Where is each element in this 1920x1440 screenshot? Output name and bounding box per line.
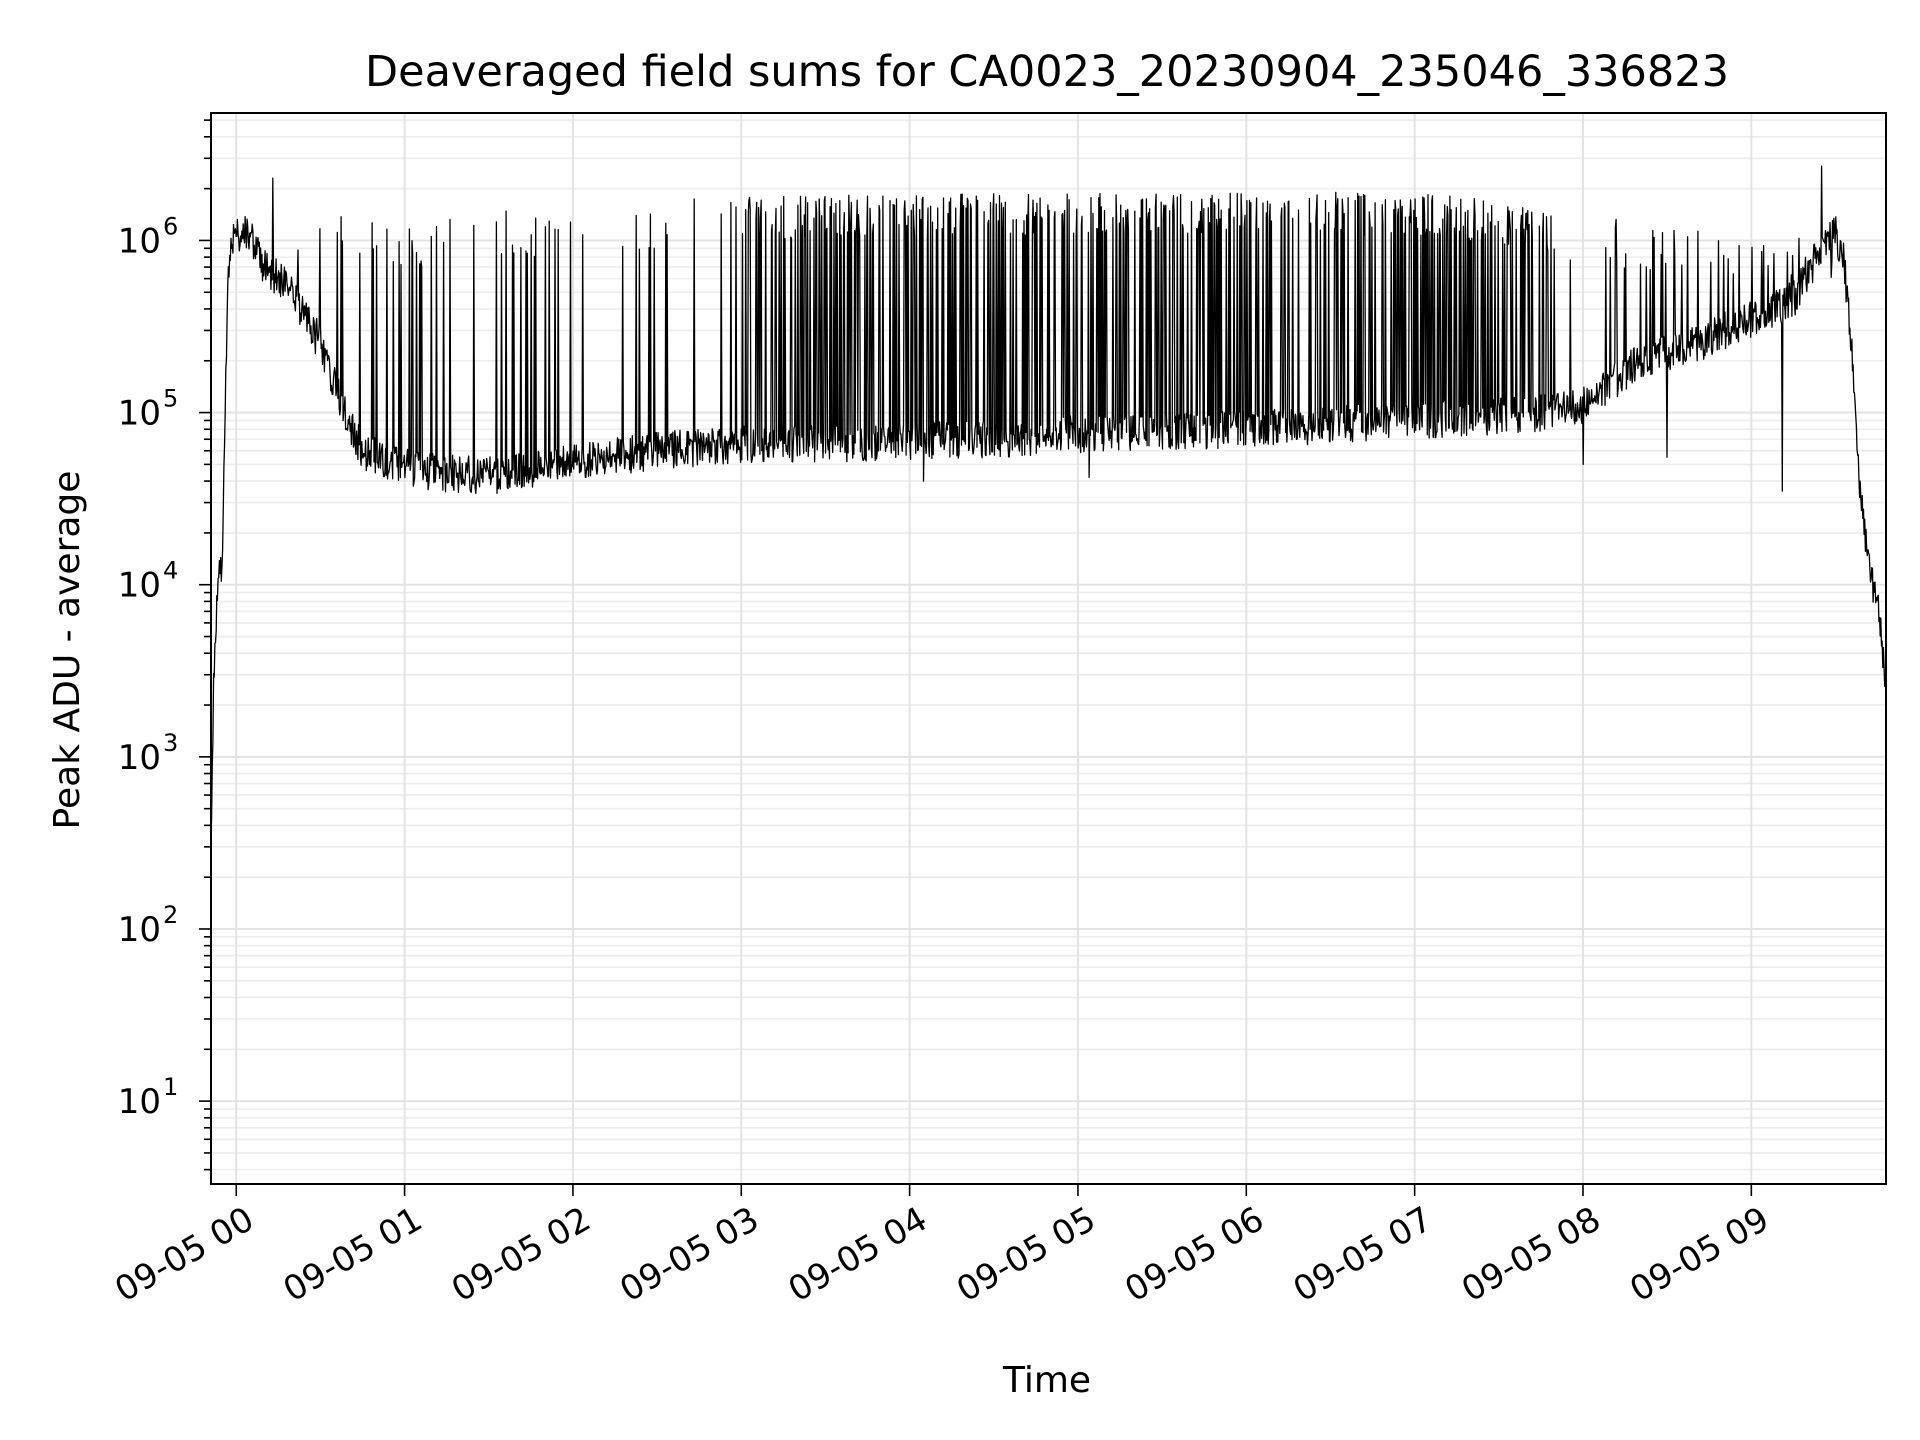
- y-tick-label-exponent: 1: [163, 1073, 178, 1101]
- x-tick-label: 09-05 08: [1455, 1199, 1607, 1310]
- x-tick-label: 09-05 05: [950, 1199, 1102, 1310]
- y-tick-label: 10: [118, 221, 161, 261]
- x-axis-label: Time: [1002, 1360, 1091, 1401]
- x-tick-label: 09-05 02: [445, 1199, 597, 1310]
- y-tick-label: 10: [118, 566, 161, 606]
- y-tick-label-exponent: 2: [163, 901, 178, 929]
- x-tick-label: 09-05 07: [1287, 1199, 1439, 1310]
- x-tick-label: 09-05 03: [613, 1199, 765, 1310]
- y-tick-label: 10: [118, 394, 161, 434]
- series-line: [210, 165, 1887, 851]
- x-tick-label: 09-05 06: [1118, 1199, 1270, 1310]
- x-tick-label: 09-05 00: [108, 1199, 260, 1310]
- y-tick-label: 10: [118, 910, 161, 950]
- y-tick-label: 10: [118, 1082, 161, 1122]
- x-tick-label: 09-05 01: [277, 1199, 429, 1310]
- chart-title: Deaveraged field sums for CA0023_2023090…: [365, 47, 1729, 97]
- plot-frame: [210, 112, 1887, 1185]
- y-axis-label: Peak ADU - average: [47, 471, 88, 830]
- x-tick-label: 09-05 04: [782, 1199, 934, 1310]
- y-tick-label-exponent: 5: [163, 385, 178, 413]
- y-tick-label-exponent: 3: [163, 729, 178, 757]
- y-tick-label-exponent: 6: [163, 212, 178, 240]
- series-layer: [210, 165, 1887, 851]
- x-tick-label: 09-05 09: [1623, 1199, 1775, 1310]
- y-tick-label-exponent: 4: [163, 557, 178, 585]
- x-axis: 09-05 00 09-05 01 09-05 02 09-05 03 09-05 04…: [108, 1184, 1776, 1310]
- y-tick-label: 10: [118, 738, 161, 778]
